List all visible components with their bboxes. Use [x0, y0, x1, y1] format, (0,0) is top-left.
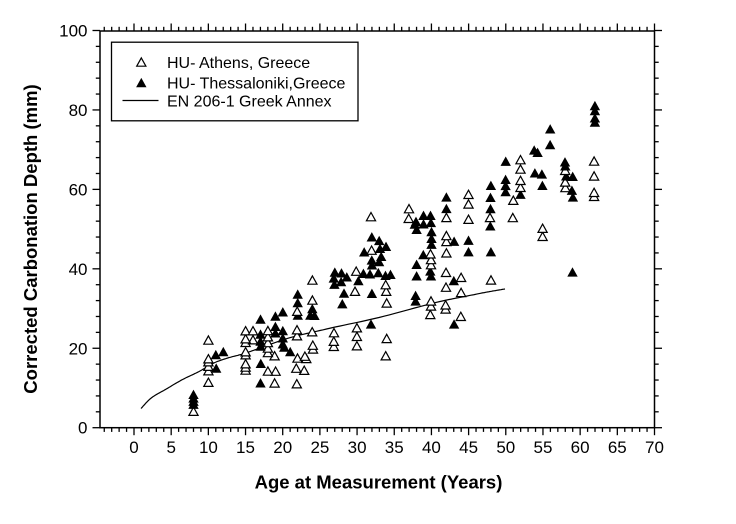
svg-text:5: 5	[166, 438, 175, 457]
svg-text:HU- Thessaloniki,Greece: HU- Thessaloniki,Greece	[167, 76, 346, 93]
svg-text:20: 20	[273, 438, 292, 457]
svg-text:30: 30	[348, 438, 367, 457]
svg-text:25: 25	[310, 438, 329, 457]
svg-text:55: 55	[534, 438, 553, 457]
svg-text:80: 80	[69, 101, 88, 120]
svg-text:0: 0	[129, 438, 138, 457]
svg-text:70: 70	[645, 438, 664, 457]
svg-text:45: 45	[459, 438, 478, 457]
svg-text:65: 65	[608, 438, 627, 457]
svg-text:0: 0	[78, 419, 87, 438]
svg-text:EN 206-1 Greek Annex: EN 206-1 Greek Annex	[167, 94, 332, 111]
svg-text:15: 15	[236, 438, 255, 457]
svg-text:40: 40	[422, 438, 441, 457]
svg-text:Corrected Carbonation Depth (m: Corrected Carbonation Depth (mm)	[20, 84, 41, 393]
svg-text:35: 35	[385, 438, 404, 457]
svg-text:60: 60	[571, 438, 590, 457]
svg-text:50: 50	[496, 438, 515, 457]
svg-text:100: 100	[59, 22, 87, 41]
svg-text:40: 40	[69, 260, 88, 279]
svg-text:Age at Measurement (Years): Age at Measurement (Years)	[255, 472, 503, 493]
svg-text:60: 60	[69, 180, 88, 199]
svg-text:10: 10	[199, 438, 218, 457]
svg-text:20: 20	[69, 339, 88, 358]
svg-text:HU- Athens, Greece: HU- Athens, Greece	[167, 55, 310, 72]
